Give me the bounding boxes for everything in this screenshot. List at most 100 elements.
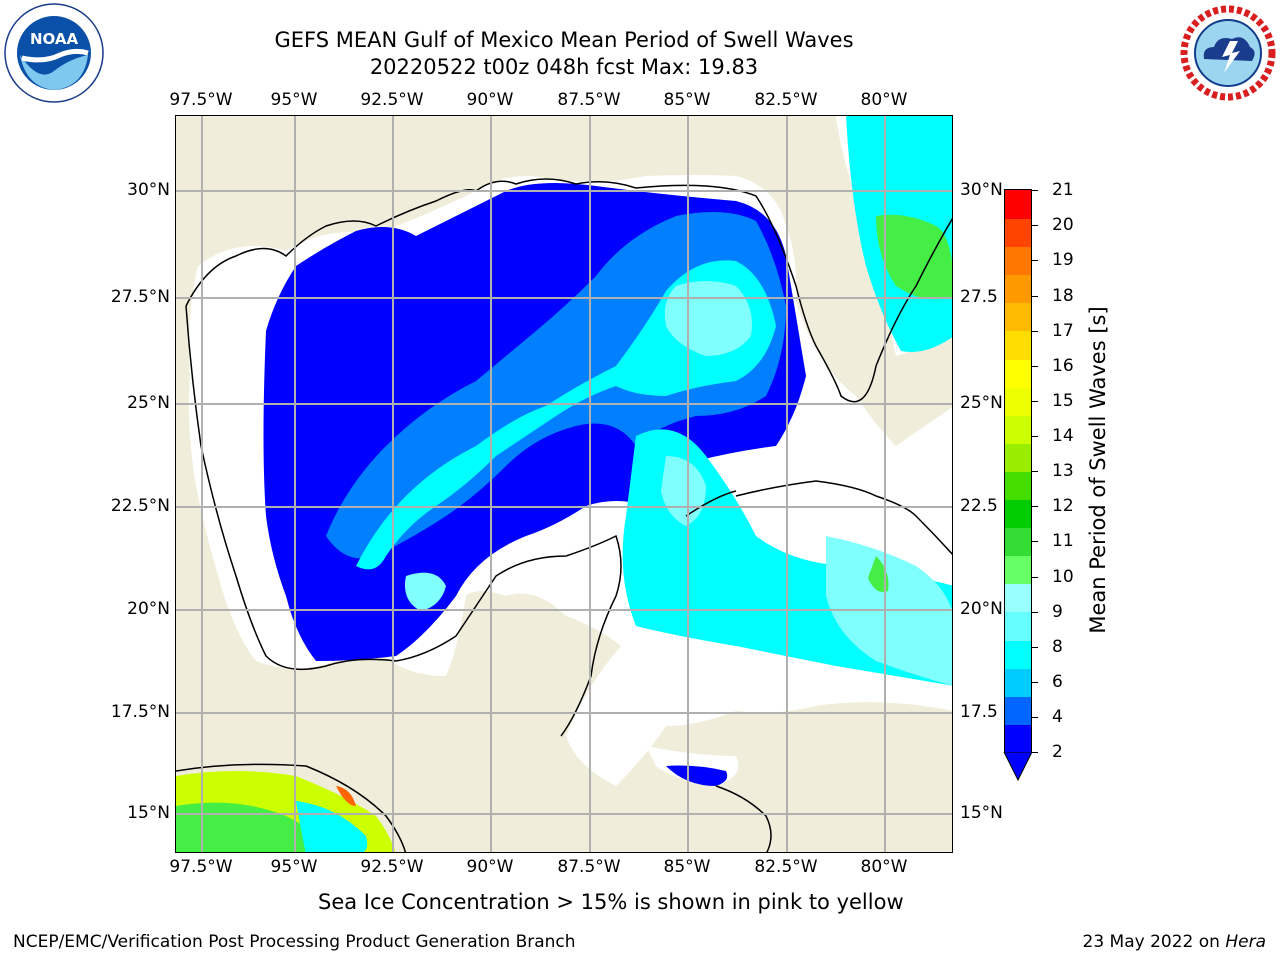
lat-tick-left: 20°N [127, 599, 170, 619]
colorbar-tick-mark [1032, 717, 1038, 718]
colorbar-segment [1005, 246, 1031, 276]
colorbar-segment [1005, 555, 1031, 585]
lat-tick-right: 30°N [960, 180, 1003, 200]
colorbar-segment [1005, 330, 1031, 360]
colorbar-tick-mark [1032, 296, 1038, 297]
colorbar-segment [1005, 274, 1031, 304]
lon-tick-top: 97.5°W [169, 90, 233, 110]
colorbar-extend-arrow [1003, 752, 1033, 782]
lon-tick-bottom: 87.5°W [557, 857, 621, 877]
colorbar-tick-mark [1032, 541, 1038, 542]
colorbar-segment [1005, 611, 1031, 641]
colorbar-tick-mark [1032, 647, 1038, 648]
colorbar-tick-label: 20 [1052, 215, 1074, 235]
colorbar-segment [1005, 302, 1031, 332]
lon-tick-bottom: 90°W [466, 857, 514, 877]
lon-tick-bottom: 97.5°W [169, 857, 233, 877]
colorbar-tick-label: 12 [1052, 496, 1074, 516]
colorbar-tick-label: 17 [1052, 321, 1074, 341]
lon-tick-bottom: 82.5°W [754, 857, 818, 877]
lon-tick-bottom: 85°W [663, 857, 711, 877]
lon-tick-bottom: 95°W [270, 857, 318, 877]
colorbar-label: Mean Period of Swell Waves [s] [1086, 306, 1110, 634]
lon-tick-top: 85°W [663, 90, 711, 110]
colorbar-segment [1005, 414, 1031, 444]
colorbar-tick-mark [1032, 471, 1038, 472]
colorbar-tick-label: 6 [1052, 672, 1063, 692]
colorbar-tick-label: 9 [1052, 602, 1063, 622]
colorbar-tick-label: 15 [1052, 391, 1074, 411]
map-title: GEFS MEAN Gulf of Mexico Mean Period of … [274, 28, 854, 52]
colorbar-tick-label: 19 [1052, 250, 1074, 270]
date-stamp: 23 May 2022 on Hera [1083, 932, 1267, 952]
lat-tick-left: 27.5°N [110, 287, 170, 307]
nws-logo [1178, 3, 1278, 103]
lon-tick-bottom: 80°W [860, 857, 908, 877]
lon-tick-top: 95°W [270, 90, 318, 110]
colorbar-tick-label: 11 [1052, 531, 1074, 551]
lat-tick-right: 25°N [960, 393, 1003, 413]
colorbar-segment [1005, 499, 1031, 529]
colorbar-tick-label: 14 [1052, 426, 1074, 446]
colorbar-tick-label: 16 [1052, 356, 1074, 376]
colorbar-tick-mark [1032, 612, 1038, 613]
lon-tick-top: 82.5°W [754, 90, 818, 110]
forecast-subtitle: 20220522 t00z 048h fcst Max: 19.83 [369, 55, 759, 79]
colorbar-tick-mark [1032, 752, 1038, 753]
colorbar-tick-mark [1032, 436, 1038, 437]
lon-tick-top: 80°W [860, 90, 908, 110]
colorbar-segment [1005, 358, 1031, 388]
colorbar-segment [1005, 442, 1031, 472]
colorbar-segment [1005, 471, 1031, 500]
lat-tick-right: 15°N [960, 803, 1003, 823]
colorbar-segment [1005, 386, 1031, 416]
lat-tick-left: 25°N [127, 393, 170, 413]
colorbar-segment [1005, 527, 1031, 557]
colorbar-tick-mark [1032, 506, 1038, 507]
colorbar [1004, 189, 1032, 753]
lat-tick-right: 22.5 [960, 496, 998, 516]
lat-tick-left: 30°N [127, 180, 170, 200]
credit-text: NCEP/EMC/Verification Post Processing Pr… [13, 932, 576, 952]
sea-ice-note: Sea Ice Concentration > 15% is shown in … [318, 890, 904, 914]
colorbar-tick-label: 13 [1052, 461, 1074, 481]
coastlines [176, 178, 952, 852]
colorbar-segment [1005, 695, 1031, 725]
lat-tick-right: 20°N [960, 599, 1003, 619]
colorbar-tick-label: 21 [1052, 180, 1074, 200]
lon-tick-bottom: 92.5°W [360, 857, 424, 877]
colorbar-tick-label: 2 [1052, 742, 1063, 762]
date-text: 23 May 2022 on [1082, 932, 1220, 952]
colorbar-tick-label: 8 [1052, 637, 1063, 657]
lon-tick-top: 92.5°W [360, 90, 424, 110]
noaa-logo: NOAA [4, 3, 104, 103]
lon-tick-top: 90°W [466, 90, 514, 110]
colorbar-tick-label: 18 [1052, 286, 1074, 306]
colorbar-segment [1005, 723, 1031, 753]
lat-tick-right: 27.5 [960, 287, 998, 307]
colorbar-segment [1005, 583, 1031, 613]
lat-tick-left: 17.5°N [110, 702, 170, 722]
lat-tick-right: 17.5 [960, 702, 998, 722]
graticule [176, 116, 952, 852]
colorbar-tick-mark [1032, 577, 1038, 578]
colorbar-tick-mark [1032, 682, 1038, 683]
lon-tick-top: 87.5°W [557, 90, 621, 110]
colorbar-tick-label: 4 [1052, 707, 1063, 727]
lat-tick-left: 22.5°N [110, 496, 170, 516]
colorbar-segment [1005, 667, 1031, 697]
colorbar-segment [1005, 190, 1031, 219]
colorbar-segment [1005, 218, 1031, 248]
colorbar-tick-label: 10 [1052, 567, 1074, 587]
colorbar-tick-mark [1032, 401, 1038, 402]
colorbar-tick-mark [1032, 260, 1038, 261]
colorbar-segment [1005, 639, 1031, 669]
lat-tick-left: 15°N [127, 803, 170, 823]
host-name: Hera [1225, 932, 1266, 952]
colorbar-tick-mark [1032, 225, 1038, 226]
colorbar-tick-mark [1032, 366, 1038, 367]
colorbar-tick-mark [1032, 331, 1038, 332]
colorbar-tick-mark [1032, 190, 1038, 191]
map-plot [175, 115, 953, 853]
svg-text:NOAA: NOAA [30, 30, 79, 48]
